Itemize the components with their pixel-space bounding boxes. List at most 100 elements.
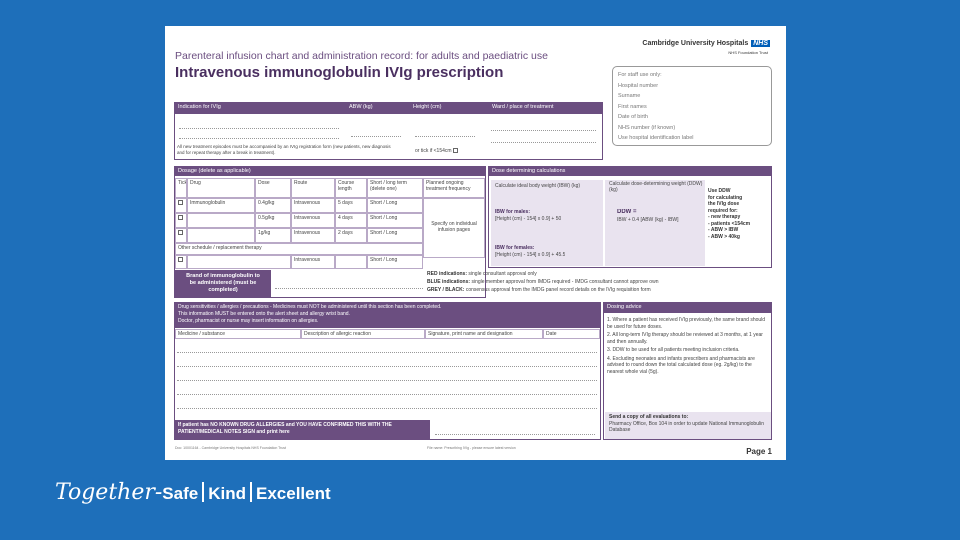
document-title: Intravenous immunoglobulin IVIg prescrip… bbox=[175, 64, 504, 81]
dose-cell-2: 0.5g/kg bbox=[255, 213, 291, 228]
safe-text: Safe bbox=[162, 484, 199, 503]
excellent-text: Excellent bbox=[256, 484, 331, 503]
nka-label: If patient has NO KNOWN DRUG ALLERGIES a… bbox=[174, 420, 430, 440]
col-tick: Tick bbox=[175, 178, 187, 198]
footer-note-right: File name: Prescribing IVIg - please ens… bbox=[427, 446, 516, 450]
other-term-cell[interactable]: Short / Long bbox=[367, 255, 423, 269]
course-cell-1: 5 days bbox=[335, 198, 367, 213]
col-date: Date bbox=[543, 329, 600, 339]
drug-cell-1: Immunoglobulin bbox=[187, 198, 255, 213]
other-drug-cell[interactable] bbox=[187, 255, 291, 269]
tick-cell-4[interactable] bbox=[175, 255, 187, 269]
other-course-cell[interactable] bbox=[335, 255, 367, 269]
ward-field[interactable] bbox=[491, 130, 596, 131]
registration-note: All new treatment episodes must be accom… bbox=[177, 144, 391, 155]
advice-4: 4. Excluding neonates and infants prescr… bbox=[607, 355, 755, 375]
tick-cell-2[interactable] bbox=[175, 213, 187, 228]
kind-text: Kind bbox=[208, 484, 246, 503]
advice-3: 3. DDW to be used for all patients meeti… bbox=[607, 347, 740, 353]
allergies-header-1: Drug sensitivities / allergies / precaut… bbox=[178, 304, 442, 310]
indication-field-2[interactable] bbox=[179, 138, 339, 139]
separator-2 bbox=[250, 482, 252, 502]
ibw-females-formula: [Height (cm) - 154] x 0.9] + 45.5 bbox=[495, 252, 566, 258]
allergy-row-4[interactable] bbox=[177, 394, 597, 395]
id-label-note: Use hospital identification label bbox=[618, 135, 694, 141]
col-drug: Drug bbox=[187, 178, 255, 198]
prescription-document: Parenteral infusion chart and administra… bbox=[165, 26, 786, 460]
col-term: Short / long term (delete one) bbox=[367, 178, 423, 198]
hospital-number-label: Hospital number bbox=[618, 82, 659, 89]
height-check-text: or tick if <154cm bbox=[415, 148, 452, 154]
dose-cell-1: 0.4g/kg bbox=[255, 198, 291, 213]
height-field[interactable] bbox=[415, 136, 475, 137]
height-check-label: or tick if <154cm bbox=[415, 148, 458, 154]
course-cell-3: 2 days bbox=[335, 228, 367, 243]
red-label: RED indications: bbox=[427, 271, 468, 277]
ibw-males-label: IBW for males: bbox=[495, 209, 531, 215]
abw-field[interactable] bbox=[351, 136, 401, 137]
col-route: Route bbox=[291, 178, 335, 198]
use-ddw-6: - ABW > IBW bbox=[708, 227, 739, 233]
brand-field[interactable] bbox=[275, 288, 423, 289]
nhs-badge: NHS bbox=[751, 40, 770, 47]
grey-label: GREY / BLACK: bbox=[427, 287, 465, 293]
footer-note-left: Doc: 10001164 - Cambridge University Hos… bbox=[175, 446, 287, 450]
patient-id-box: For staff use only: Hospital number Surn… bbox=[612, 66, 772, 146]
abw-header: ABW (kg) bbox=[349, 104, 373, 110]
blue-text: single member approval from IMDG require… bbox=[471, 279, 659, 285]
ddw-panel bbox=[605, 180, 705, 266]
nka-signature-field[interactable] bbox=[435, 434, 595, 435]
allergy-row-3[interactable] bbox=[177, 380, 597, 381]
col-medicine: Medicine / substance bbox=[175, 329, 301, 339]
route-cell-3: Intravenous bbox=[291, 228, 335, 243]
use-ddw-7: - ABW > 40kg bbox=[708, 233, 740, 240]
advice-1: 1. Where a patient has received IVIg pre… bbox=[607, 317, 766, 330]
tick-checkbox-3[interactable] bbox=[178, 230, 183, 236]
term-cell-2[interactable]: Short / Long bbox=[367, 213, 423, 228]
allergies-header-2: This information MUST be entered onto th… bbox=[178, 311, 350, 317]
dob-label: Date of birth bbox=[618, 114, 648, 120]
allergy-row-5[interactable] bbox=[177, 408, 597, 409]
route-cell-2: Intravenous bbox=[291, 213, 335, 228]
term-cell-3[interactable]: Short / Long bbox=[367, 228, 423, 243]
dosage-header: Dosage (delete as applicable) bbox=[174, 166, 486, 176]
tick-cell-1[interactable] bbox=[175, 198, 187, 213]
advice-2: 2. All long-term IVIg therapy should be … bbox=[607, 332, 763, 345]
together-text: Together- bbox=[55, 480, 163, 505]
use-ddw-5: - patients <154cm bbox=[708, 220, 751, 227]
allergy-row-2[interactable] bbox=[177, 366, 597, 367]
use-ddw-0: Use DDW bbox=[708, 188, 731, 194]
col-reaction: Description of allergic reaction bbox=[301, 329, 425, 339]
tick-cell-3[interactable] bbox=[175, 228, 187, 243]
indication-field[interactable] bbox=[179, 128, 339, 129]
indications-key: RED indications: single consultant appro… bbox=[427, 270, 772, 294]
tick-checkbox-4[interactable] bbox=[178, 257, 183, 263]
allergy-row-1[interactable] bbox=[177, 352, 597, 353]
use-ddw-2: the IVIg dose bbox=[708, 201, 740, 207]
page-number: Page 1 bbox=[746, 447, 772, 456]
ibw-males-formula: [Height (cm) - 154] x 0.9] + 50 bbox=[495, 216, 562, 222]
trust-name: Cambridge University Hospitals bbox=[642, 40, 749, 47]
first-names-label: First names bbox=[618, 103, 647, 110]
dosing-advice-header: Dosing advice bbox=[603, 302, 772, 313]
values-banner: Together-Safe Kind Excellent bbox=[55, 480, 331, 505]
term-cell-1[interactable]: Short / Long bbox=[367, 198, 423, 213]
calc-header: Dose determining calculations bbox=[488, 166, 772, 176]
ibw-panel bbox=[491, 180, 603, 266]
dosing-advice-list: 1. Where a patient has received IVIg pre… bbox=[607, 317, 769, 375]
use-ddw-1: for calculating bbox=[708, 194, 743, 201]
ward-field-2[interactable] bbox=[491, 142, 596, 143]
indication-header: Indication for IVIg bbox=[178, 104, 221, 110]
tick-checkbox-2[interactable] bbox=[178, 215, 183, 221]
course-cell-2: 4 days bbox=[335, 213, 367, 228]
drug-cell-3 bbox=[187, 228, 255, 243]
send-copy-text: Pharmacy Office, Box 104 in order to upd… bbox=[609, 420, 764, 434]
height-checkbox[interactable] bbox=[452, 148, 458, 154]
tick-checkbox-1[interactable] bbox=[178, 200, 183, 206]
send-copy-box: Send a copy of all evaluations to: Pharm… bbox=[605, 412, 771, 439]
trust-subtitle: NHS Foundation Trust bbox=[728, 50, 768, 55]
other-schedule-label: Other schedule / replacement therapy bbox=[175, 243, 423, 255]
separator-1 bbox=[202, 482, 205, 502]
height-header: Height (cm) bbox=[413, 104, 442, 110]
other-route-cell: Intravenous bbox=[291, 255, 335, 269]
